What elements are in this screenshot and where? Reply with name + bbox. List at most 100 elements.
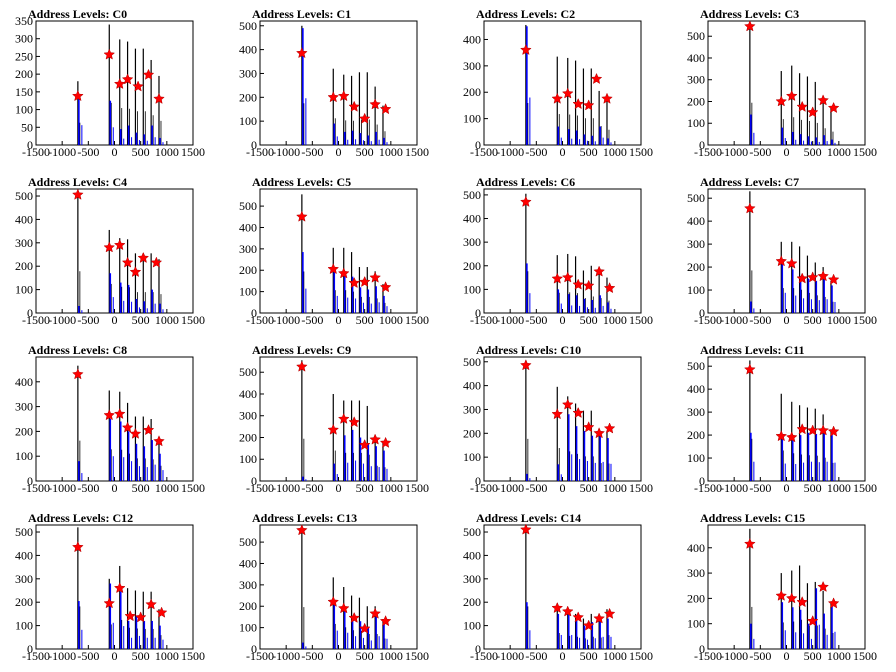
peak-star-marker bbox=[348, 416, 361, 428]
x-tick-label: 1000 bbox=[827, 313, 851, 327]
panel-title: Address Levels: C11 bbox=[700, 343, 804, 357]
peak-star-marker bbox=[519, 195, 532, 207]
peak-star-marker bbox=[103, 597, 116, 609]
x-tick-label: 1500 bbox=[181, 481, 205, 495]
x-tick-label: -1000 bbox=[48, 481, 76, 495]
y-tick-label: 200 bbox=[687, 591, 705, 605]
y-tick-label: 0 bbox=[251, 138, 257, 152]
x-tick-label: -1500 bbox=[246, 481, 274, 495]
y-tick-label: 100 bbox=[463, 619, 481, 633]
panel-c8: Address Levels: C8 0 100 200 300 400 -1500-100… bbox=[15, 343, 205, 495]
peak-star-marker bbox=[806, 106, 819, 118]
peak-star-marker bbox=[71, 541, 84, 553]
plot-frame bbox=[483, 524, 642, 650]
x-tick-label: 1500 bbox=[181, 145, 205, 159]
plot-frame bbox=[35, 356, 194, 482]
panel-c11: Address Levels: C11 0 100 200 300 400 500 -1500… bbox=[687, 343, 877, 495]
peak-star-marker bbox=[337, 267, 350, 279]
peak-star-marker bbox=[155, 606, 168, 618]
peak-star-marker bbox=[551, 601, 564, 614]
panel-c4: Address Levels: C40100200300400500-1500-… bbox=[15, 175, 205, 327]
peak-star-marker bbox=[572, 278, 585, 290]
peak-star-marker bbox=[593, 427, 606, 439]
y-tick-label: 200 bbox=[463, 426, 481, 440]
peak-star-marker bbox=[71, 188, 84, 200]
peak-star-marker bbox=[150, 256, 163, 268]
x-tick-label: 1000 bbox=[827, 481, 851, 495]
peak-star-marker bbox=[551, 272, 564, 284]
y-tick-label: 500 bbox=[463, 188, 481, 202]
peak-star-marker bbox=[593, 612, 606, 624]
y-tick-label: 400 bbox=[239, 556, 257, 570]
y-tick-label: 500 bbox=[239, 365, 257, 379]
plot-frame bbox=[259, 20, 418, 146]
y-tick-label: 400 bbox=[687, 214, 705, 228]
x-tick-label: 0 bbox=[784, 481, 790, 495]
peak-star-marker bbox=[142, 68, 155, 80]
x-tick-label: -1500 bbox=[694, 313, 722, 327]
x-tick-label: -1000 bbox=[272, 649, 300, 663]
peak-star-marker bbox=[827, 273, 840, 285]
peak-star-marker bbox=[103, 409, 116, 421]
peak-star-marker bbox=[582, 421, 595, 433]
peak-star-marker bbox=[337, 89, 350, 102]
y-tick-label: 100 bbox=[687, 283, 705, 297]
peak-star-marker bbox=[121, 73, 134, 85]
y-tick-label: 200 bbox=[15, 67, 33, 81]
plot-frame bbox=[707, 356, 866, 482]
y-tick-label: 500 bbox=[239, 19, 257, 33]
peak-star-marker bbox=[327, 595, 340, 607]
x-tick-label: -1500 bbox=[22, 313, 50, 327]
y-tick-label: 400 bbox=[239, 220, 257, 234]
x-tick-label: 0 bbox=[560, 313, 566, 327]
x-tick-label: 1000 bbox=[155, 313, 179, 327]
peak-star-marker bbox=[582, 619, 595, 631]
x-tick-label: -500 bbox=[525, 145, 547, 159]
peak-star-marker bbox=[743, 363, 756, 375]
x-tick-label: -1500 bbox=[470, 145, 498, 159]
x-tick-label: -500 bbox=[77, 649, 99, 663]
peak-star-marker bbox=[561, 271, 574, 283]
y-tick-label: 300 bbox=[239, 578, 257, 592]
peak-star-marker bbox=[796, 423, 809, 435]
y-tick-label: 0 bbox=[27, 474, 33, 488]
y-tick-label: 0 bbox=[699, 642, 705, 656]
x-tick-label: 1000 bbox=[379, 649, 403, 663]
peak-star-marker bbox=[806, 615, 819, 627]
peak-star-marker bbox=[71, 89, 84, 102]
panel-c1: Address Levels: C10100200300400500-1500-… bbox=[239, 7, 429, 159]
x-tick-label: -1000 bbox=[272, 481, 300, 495]
plot-frame bbox=[707, 188, 866, 314]
panel-title: Address Levels: C13 bbox=[252, 511, 357, 525]
panel-c7: Address Levels: C70100200300400500-1500-… bbox=[687, 175, 877, 327]
peak-star-marker bbox=[796, 272, 809, 284]
y-tick-label: 300 bbox=[15, 400, 33, 414]
x-tick-label: 0 bbox=[112, 145, 118, 159]
x-tick-label: 1500 bbox=[405, 145, 429, 159]
x-tick-label: 0 bbox=[560, 145, 566, 159]
x-tick-label: -1500 bbox=[246, 313, 274, 327]
y-tick-label: 0 bbox=[251, 474, 257, 488]
panel-c6: Address Levels: C60100200300400500-1500-… bbox=[463, 175, 653, 327]
peak-star-marker bbox=[103, 48, 116, 60]
y-tick-label: 350 bbox=[15, 14, 33, 28]
x-tick-label: -1500 bbox=[694, 649, 722, 663]
y-tick-label: 0 bbox=[699, 138, 705, 152]
y-tick-label: 200 bbox=[15, 595, 33, 609]
y-tick-label: 400 bbox=[463, 32, 481, 46]
x-tick-label: -1000 bbox=[720, 481, 748, 495]
x-tick-label: 1500 bbox=[629, 145, 653, 159]
peak-star-marker bbox=[348, 276, 361, 289]
peak-star-marker bbox=[379, 436, 392, 448]
panel-c2: Address Levels: C2 0 100 200 300 400 -1500-100… bbox=[463, 7, 653, 159]
peak-star-marker bbox=[153, 92, 165, 104]
peak-star-marker bbox=[775, 589, 788, 601]
peak-star-marker bbox=[337, 412, 350, 424]
x-tick-label: 1500 bbox=[405, 313, 429, 327]
peak-star-marker bbox=[827, 101, 840, 114]
y-tick-label: 300 bbox=[15, 32, 33, 46]
y-tick-label: 250 bbox=[15, 49, 33, 63]
panel-title: Address Levels: C5 bbox=[252, 175, 351, 189]
x-tick-label: 0 bbox=[336, 649, 342, 663]
